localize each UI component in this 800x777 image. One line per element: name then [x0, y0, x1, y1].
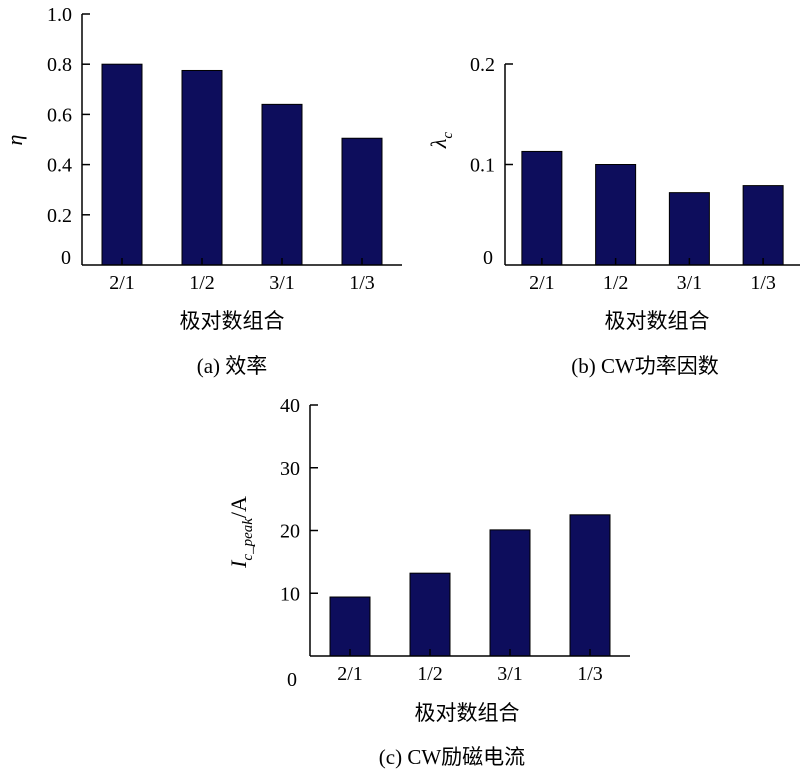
bar — [329, 596, 371, 657]
chart-excitation-current: 10 20 30 40 2/1 1/2 3/1 1/3 Ic_peak/A 0 极对数组合 (… — [226, 395, 630, 769]
y-tick-label: 0.1 — [470, 155, 495, 177]
caption: (c) CW励磁电流 — [379, 745, 525, 769]
axes: 10 20 30 40 2/1 1/2 3/1 1/3 — [280, 395, 630, 685]
bar — [595, 164, 637, 266]
caption: (b) CW功率因数 — [571, 354, 719, 378]
y-tick-label: 40 — [280, 395, 300, 417]
origin-label: 0 — [61, 247, 71, 269]
y-tick-label: 0.2 — [470, 54, 495, 76]
y-axis-label: λc — [426, 132, 456, 150]
x-tick-label: 1/2 — [189, 272, 215, 294]
x-tick-label: 1/3 — [349, 272, 375, 294]
y-tick-label: 10 — [280, 583, 300, 605]
bar — [341, 137, 383, 266]
bar — [101, 63, 143, 266]
x-tick-label: 3/1 — [269, 272, 295, 294]
bar — [521, 150, 563, 266]
bar-group — [521, 150, 784, 266]
axes: 0.2 0.4 0.6 0.8 1.0 2/1 1/2 3/1 1/3 — [47, 4, 402, 294]
y-axis-label: Ic_peak/A — [226, 496, 256, 569]
y-tick-label: 0.2 — [47, 205, 72, 227]
y-tick-label: 0.4 — [47, 155, 72, 177]
x-axis-label: 极对数组合 — [180, 309, 285, 333]
y-tick-label: 0.6 — [47, 104, 72, 126]
bar — [489, 529, 531, 657]
origin-label: 0 — [287, 669, 297, 691]
caption: (a) 效率 — [197, 354, 268, 378]
x-tick-label: 3/1 — [497, 663, 523, 685]
bar — [668, 192, 710, 266]
y-tick-label: 30 — [280, 458, 300, 480]
x-tick-label: 1/2 — [603, 272, 629, 294]
x-tick-label: 3/1 — [677, 272, 703, 294]
x-tick-label: 2/1 — [337, 663, 363, 685]
bar — [569, 514, 611, 657]
bar — [181, 69, 223, 266]
bar-group — [101, 63, 383, 266]
x-tick-label: 2/1 — [109, 272, 135, 294]
y-tick-label: 20 — [280, 521, 300, 543]
chart-efficiency: 0.2 0.4 0.6 0.8 1.0 2/1 1/2 3/1 1/3 η 0 极对数组合 (a… — [2, 4, 402, 378]
y-axis-label: η — [2, 135, 27, 146]
axes: 0.1 0.2 2/1 1/2 3/1 1/3 — [470, 54, 800, 294]
origin-label: 0 — [483, 247, 493, 269]
x-tick-label: 1/2 — [417, 663, 443, 685]
x-axis-label: 极对数组合 — [605, 309, 710, 333]
x-axis-label: 极对数组合 — [415, 701, 520, 725]
x-tick-label: 1/3 — [577, 663, 603, 685]
x-tick-label: 2/1 — [529, 272, 555, 294]
y-tick-label: 1.0 — [47, 4, 72, 26]
chart-power-factor: 0.1 0.2 2/1 1/2 3/1 1/3 λc 0 极对数组合 (b) CW功率因数 — [426, 54, 800, 378]
bar — [742, 185, 784, 266]
bar-group — [329, 514, 611, 657]
bar — [261, 103, 303, 266]
bar — [409, 572, 451, 657]
x-tick-label: 1/3 — [750, 272, 776, 294]
y-tick-label: 0.8 — [47, 54, 72, 76]
